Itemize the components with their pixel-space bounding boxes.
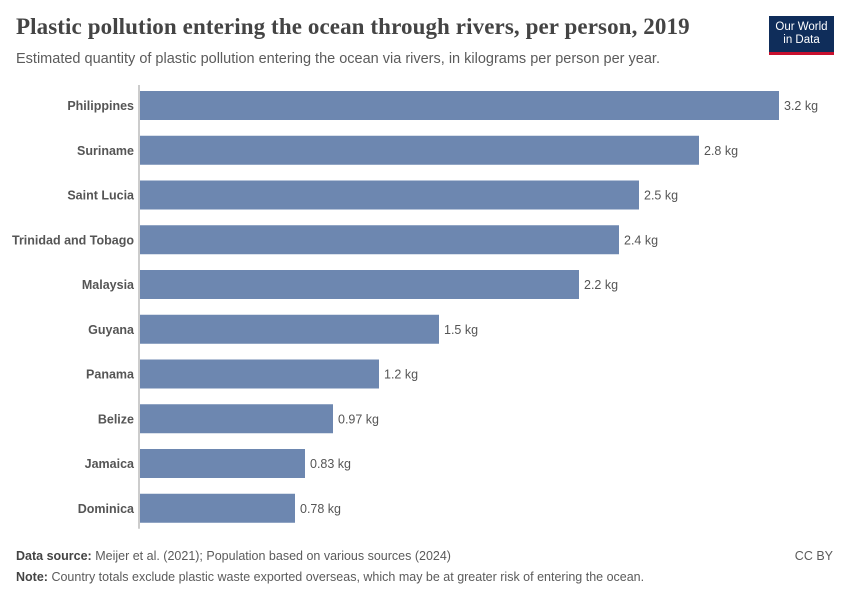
value-label: 0.97 kg <box>338 412 379 426</box>
chart-note: Note: Country totals exclude plastic was… <box>16 570 644 584</box>
category-label: Trinidad and Tobago <box>12 233 134 247</box>
bar[interactable] <box>140 449 305 478</box>
bar[interactable] <box>140 91 779 120</box>
logo-line-2: in Data <box>783 34 820 46</box>
bar[interactable] <box>140 493 295 523</box>
bar[interactable] <box>140 314 439 344</box>
bar[interactable] <box>140 180 639 210</box>
value-label: 3.2 kg <box>784 99 818 113</box>
value-label: 1.2 kg <box>384 368 418 382</box>
category-label: Jamaica <box>85 457 135 471</box>
data-source-text[interactable]: Meijer et al. (2021); Population based o… <box>95 549 451 563</box>
owid-logo[interactable]: Our World in Data <box>769 16 834 55</box>
bar[interactable] <box>140 225 619 255</box>
category-label: Panama <box>86 368 135 382</box>
bar[interactable] <box>140 135 699 165</box>
chart-title: Plastic pollution entering the ocean thr… <box>16 14 690 39</box>
bar[interactable] <box>140 359 379 389</box>
data-source-label: Data source: <box>16 549 92 563</box>
category-label: Saint Lucia <box>67 189 135 203</box>
value-label: 0.78 kg <box>300 502 341 516</box>
data-source: Data source: Meijer et al. (2021); Popul… <box>16 549 451 563</box>
bar[interactable] <box>140 270 579 299</box>
category-label: Malaysia <box>82 278 135 292</box>
category-label: Dominica <box>78 502 135 516</box>
value-label: 2.8 kg <box>704 144 738 158</box>
logo-line-1: Our World <box>775 21 828 33</box>
note-text: Country totals exclude plastic waste exp… <box>51 570 645 584</box>
value-label: 0.83 kg <box>310 457 351 471</box>
value-label: 2.2 kg <box>584 278 618 292</box>
category-label: Belize <box>98 412 134 426</box>
note-label: Note: <box>16 570 48 584</box>
category-label: Suriname <box>77 144 134 158</box>
category-label: Philippines <box>67 99 134 113</box>
license-link[interactable]: CC BY <box>794 549 833 563</box>
value-label: 2.4 kg <box>624 233 658 247</box>
value-label: 2.5 kg <box>644 189 678 203</box>
bar[interactable] <box>140 404 333 434</box>
value-label: 1.5 kg <box>444 323 478 337</box>
category-label: Guyana <box>88 323 135 337</box>
chart-subtitle: Estimated quantity of plastic pollution … <box>16 51 660 67</box>
